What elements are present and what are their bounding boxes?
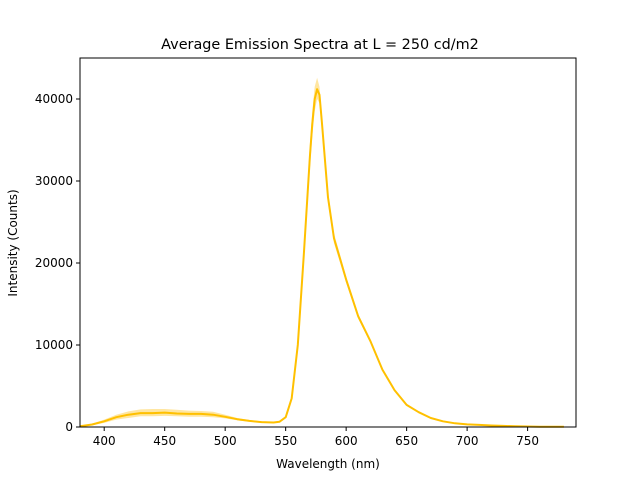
y-tick-label-20000: 20000 [35, 256, 73, 270]
chart-title: Average Emission Spectra at L = 250 cd/m… [161, 37, 479, 53]
y-tick-label-40000: 40000 [35, 92, 73, 106]
x-tick-label-400: 400 [93, 434, 116, 448]
x-tick-label-700: 700 [456, 434, 479, 448]
x-tick-label-550: 550 [274, 434, 297, 448]
series-0-line [79, 88, 564, 428]
axes-frame [79, 57, 577, 428]
y-axis-label: Intensity (Counts) [6, 189, 20, 296]
x-tick-label-600: 600 [335, 434, 358, 448]
x-tick-label-500: 500 [214, 434, 237, 448]
x-tick-label-450: 450 [153, 434, 176, 448]
x-tick-label-650: 650 [395, 434, 418, 448]
plot-area: 400 450 500 550 600 650 700 750 0 10000 20000 30000… [35, 57, 577, 448]
y-tick-label-10000: 10000 [35, 338, 73, 352]
x-tick-label-750: 750 [516, 434, 539, 448]
x-axis-label: Wavelength (nm) [276, 457, 380, 471]
y-tick-label-30000: 30000 [35, 174, 73, 188]
y-tick-label-0: 0 [65, 420, 73, 434]
